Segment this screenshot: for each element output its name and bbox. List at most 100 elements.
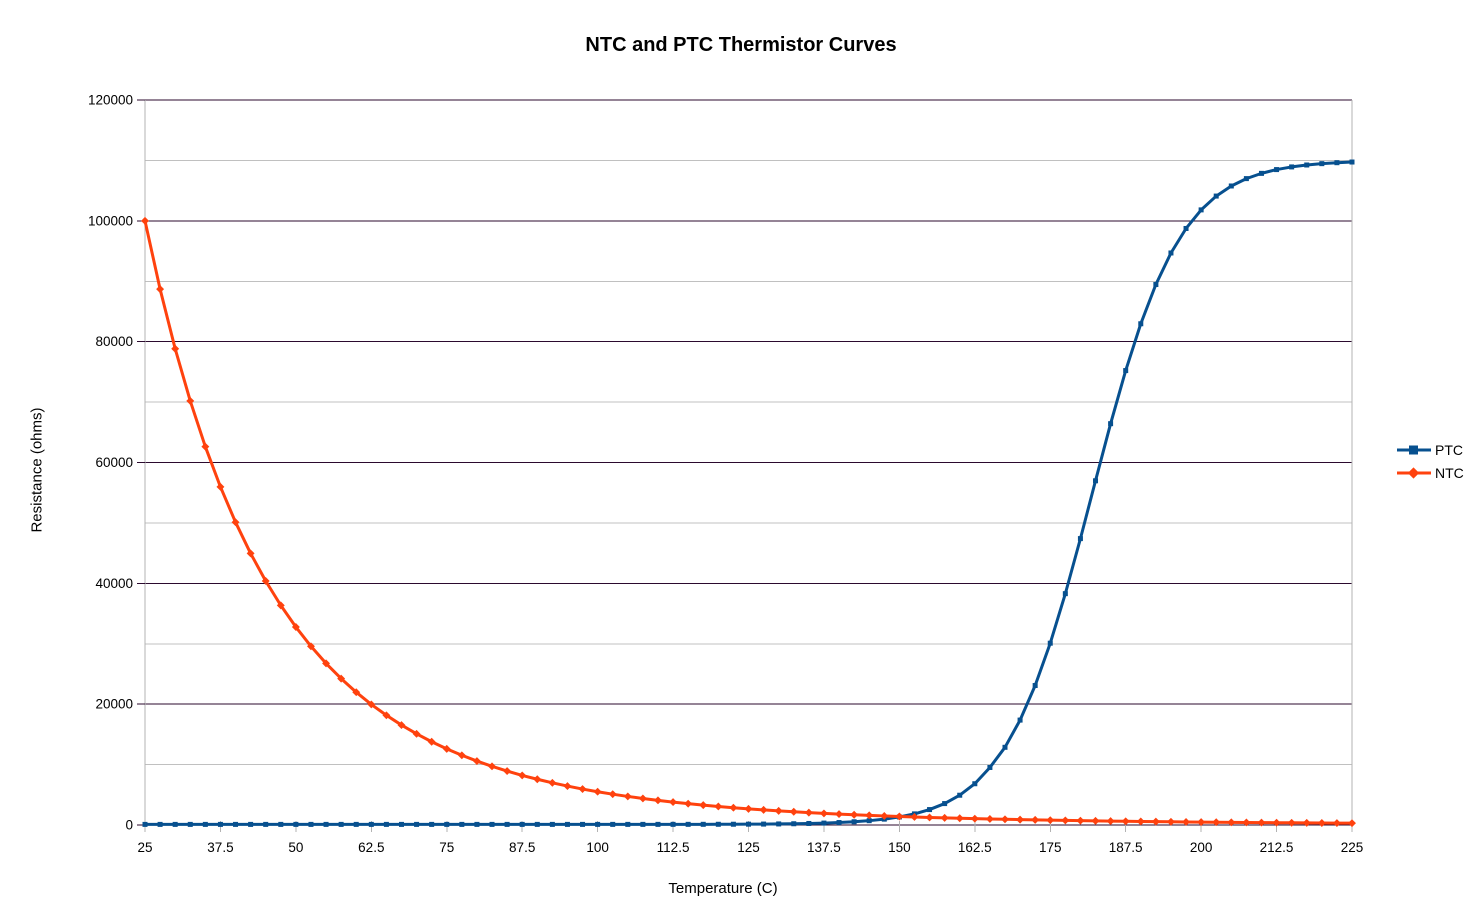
ntc-marker bbox=[1046, 816, 1055, 825]
ptc-marker bbox=[655, 821, 661, 827]
ptc-marker bbox=[429, 821, 435, 827]
ntc-marker bbox=[593, 787, 602, 796]
x-tick-label: 112.5 bbox=[657, 840, 690, 855]
ptc-marker bbox=[293, 821, 299, 827]
ptc-marker bbox=[323, 821, 329, 827]
ntc-marker bbox=[1061, 816, 1070, 825]
y-tick-label: 120000 bbox=[88, 93, 133, 108]
ntc-marker bbox=[442, 744, 451, 753]
ptc-marker bbox=[1349, 159, 1355, 165]
ptc-marker bbox=[202, 821, 208, 827]
ptc-marker bbox=[142, 821, 148, 827]
ntc-marker bbox=[171, 344, 180, 353]
ptc-marker bbox=[172, 821, 178, 827]
x-tick-label: 225 bbox=[1341, 840, 1364, 855]
ntc-marker bbox=[865, 811, 874, 820]
ptc-marker bbox=[700, 821, 706, 827]
ntc-marker bbox=[608, 790, 617, 799]
ntc-marker bbox=[654, 796, 662, 805]
ntc-marker bbox=[985, 814, 994, 823]
ptc-marker bbox=[1002, 744, 1008, 750]
ntc-marker bbox=[1091, 816, 1100, 825]
ntc-marker bbox=[910, 813, 919, 821]
ptc-marker bbox=[263, 821, 269, 827]
ptc-marker bbox=[851, 819, 857, 825]
ntc-marker bbox=[1317, 819, 1326, 827]
ptc-marker bbox=[836, 820, 842, 826]
legend: PTC NTC bbox=[1396, 440, 1464, 482]
ptc-marker bbox=[459, 821, 465, 827]
x-axis-title: Temperature (C) bbox=[668, 880, 778, 897]
x-tick-label: 100 bbox=[586, 840, 609, 855]
x-tick-label: 25 bbox=[137, 840, 152, 855]
ptc-marker bbox=[1077, 536, 1083, 542]
y-tick-label: 60000 bbox=[95, 455, 133, 470]
ptc-marker bbox=[821, 820, 827, 826]
ptc-marker bbox=[519, 821, 525, 827]
ptc-marker bbox=[353, 821, 359, 827]
ntc-marker bbox=[1332, 819, 1341, 828]
ptc-marker bbox=[776, 821, 782, 827]
ptc-marker bbox=[670, 821, 676, 827]
ptc-marker bbox=[233, 821, 239, 827]
ptc-marker bbox=[1213, 193, 1219, 199]
ptc-marker bbox=[1108, 421, 1114, 427]
ntc-marker bbox=[291, 623, 300, 631]
ptc-marker bbox=[625, 821, 631, 827]
ptc-marker bbox=[1243, 176, 1249, 182]
ntc-marker bbox=[141, 216, 149, 225]
ptc-marker bbox=[414, 821, 420, 827]
ptc-marker bbox=[1017, 717, 1023, 723]
ptc-marker bbox=[157, 821, 163, 827]
ntc-marker bbox=[699, 801, 708, 810]
ptc-marker bbox=[580, 821, 586, 827]
ptc-marker bbox=[1289, 164, 1295, 170]
ptc-marker bbox=[1093, 478, 1099, 484]
ptc-marker bbox=[383, 821, 389, 827]
ptc-marker bbox=[308, 821, 314, 827]
ptc-series-line bbox=[145, 160, 1353, 826]
y-tick-label: 0 bbox=[125, 818, 133, 833]
ntc-marker bbox=[684, 799, 693, 808]
ptc-marker bbox=[1138, 321, 1144, 327]
x-tick-label: 162.5 bbox=[958, 840, 992, 855]
ptc-marker bbox=[1032, 683, 1038, 689]
ptc-marker bbox=[1153, 282, 1159, 288]
x-tick-label: 87.5 bbox=[509, 840, 535, 855]
ntc-marker bbox=[1151, 817, 1160, 826]
ptc-marker bbox=[927, 807, 933, 813]
ptc-marker bbox=[987, 764, 993, 770]
x-tick-label: 75 bbox=[439, 840, 454, 855]
legend-item-ntc: NTC bbox=[1396, 463, 1464, 482]
ptc-marker bbox=[489, 821, 495, 827]
ntc-marker bbox=[231, 518, 240, 527]
ntc-marker bbox=[322, 659, 331, 668]
ntc-marker bbox=[804, 808, 813, 817]
ntc-marker bbox=[1287, 818, 1296, 827]
ntc-marker bbox=[472, 757, 481, 766]
ntc-marker bbox=[835, 810, 843, 819]
ptc-marker bbox=[248, 821, 254, 827]
ptc-marker bbox=[1183, 225, 1189, 231]
ntc-marker bbox=[895, 812, 904, 821]
ptc-marker bbox=[474, 821, 480, 827]
ntc-marker bbox=[970, 814, 979, 823]
ntc-marker bbox=[186, 396, 195, 405]
ptc-marker bbox=[1258, 170, 1264, 176]
ptc-marker bbox=[866, 818, 872, 824]
x-tick-label: 137.5 bbox=[807, 840, 841, 855]
ntc-marker bbox=[1016, 815, 1025, 824]
ntc-marker bbox=[156, 285, 165, 294]
ptc-marker bbox=[1304, 162, 1310, 168]
ntc-marker bbox=[397, 721, 406, 730]
ntc-marker bbox=[714, 802, 723, 811]
x-tick-label: 150 bbox=[888, 840, 911, 855]
x-tick-label: 62.5 bbox=[358, 840, 384, 855]
ptc-marker bbox=[957, 792, 963, 798]
ptc-marker bbox=[1123, 368, 1129, 374]
y-tick-label: 100000 bbox=[88, 213, 133, 228]
ptc-marker bbox=[640, 821, 646, 827]
ptc-marker bbox=[534, 821, 540, 827]
ntc-marker bbox=[729, 803, 738, 812]
